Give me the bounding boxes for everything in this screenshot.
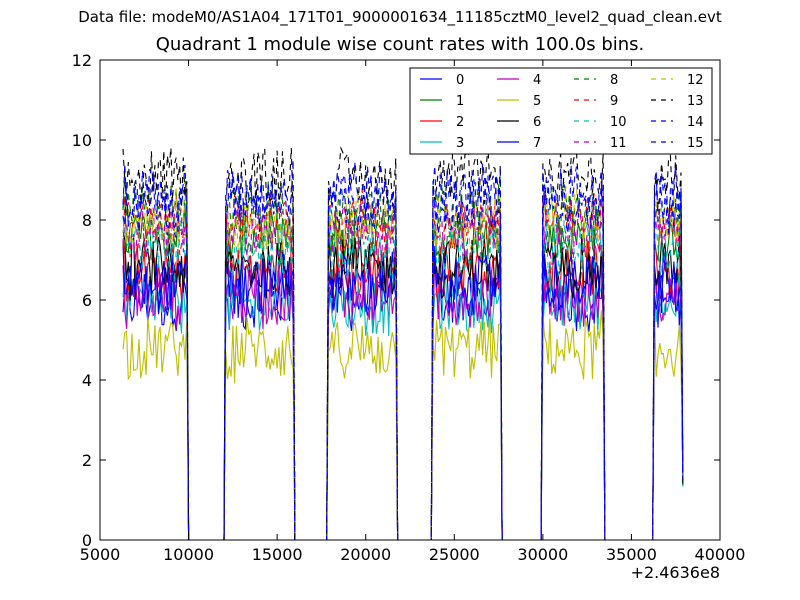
legend-label-4: 4 <box>533 73 541 88</box>
series-line-12 <box>122 179 684 540</box>
series-line-14 <box>122 164 684 540</box>
chart-title: Quadrant 1 module wise count rates with … <box>155 34 645 55</box>
series-line-7 <box>122 244 684 540</box>
legend-label-5: 5 <box>533 94 541 109</box>
x-tick-label: 20000 <box>340 545 391 564</box>
x-tick-label: 10000 <box>163 545 214 564</box>
x-tick-label: 15000 <box>252 545 303 564</box>
series-line-1 <box>122 196 684 540</box>
legend-label-0: 0 <box>456 73 464 88</box>
series-line-11 <box>122 198 684 540</box>
series-line-6 <box>122 230 684 540</box>
legend-label-9: 9 <box>610 94 618 109</box>
x-tick-label: 30000 <box>517 545 568 564</box>
legend-label-10: 10 <box>610 115 627 130</box>
series-line-0 <box>122 258 684 540</box>
legend-label-2: 2 <box>456 115 464 130</box>
x-tick-label: 5000 <box>80 545 121 564</box>
data-file-caption: Data file: modeM0/AS1A04_171T01_90000016… <box>78 8 722 26</box>
legend-label-6: 6 <box>533 115 541 130</box>
series-line-10 <box>122 208 684 540</box>
y-tick-label: 12 <box>72 51 92 70</box>
legend-label-8: 8 <box>610 73 618 88</box>
x-tick-label: 35000 <box>606 545 657 564</box>
legend-label-1: 1 <box>456 94 464 109</box>
series-line-15 <box>122 159 684 540</box>
y-tick-label: 0 <box>82 531 92 550</box>
y-tick-label: 6 <box>82 291 92 310</box>
legend-label-13: 13 <box>687 94 704 109</box>
y-tick-label: 10 <box>72 131 92 150</box>
y-tick-label: 4 <box>82 371 92 390</box>
series-line-5 <box>122 308 684 540</box>
legend-label-3: 3 <box>456 136 464 151</box>
x-tick-label: 25000 <box>429 545 480 564</box>
series-line-3 <box>122 269 684 540</box>
y-tick-label: 8 <box>82 211 92 230</box>
ticks-layer: 5000 10000 15000 20000 25000 30000 35000 40000 0… <box>72 51 746 564</box>
legend-box <box>409 67 713 155</box>
legend-label-11: 11 <box>610 136 627 151</box>
legend-label-7: 7 <box>533 136 541 151</box>
series-line-4 <box>122 255 684 540</box>
series-layer <box>122 145 684 540</box>
legend-label-12: 12 <box>687 73 704 88</box>
y-tick-label: 2 <box>82 451 92 470</box>
series-line-8 <box>122 171 684 540</box>
legend-label-14: 14 <box>687 115 704 130</box>
legend-label-15: 15 <box>687 136 704 151</box>
series-line-9 <box>122 183 684 540</box>
x-tick-label: 40000 <box>695 545 746 564</box>
x-offset-label: +2.4636e8 <box>631 563 720 582</box>
